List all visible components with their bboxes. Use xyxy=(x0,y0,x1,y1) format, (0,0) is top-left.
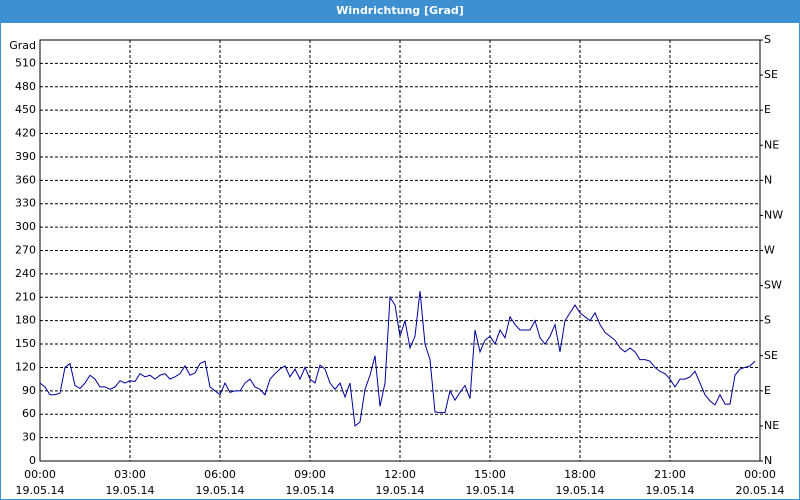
x-tick-label-line: 20.05.14 xyxy=(736,484,785,497)
y-tick-label: 90 xyxy=(22,384,36,397)
data-line xyxy=(39,290,756,427)
y-tick-label: 210 xyxy=(15,290,36,303)
x-tick-label: 00:00 20.05.14 xyxy=(736,468,785,497)
y2-tick-label: W xyxy=(764,244,775,257)
x-tick-label-line: 00:00 xyxy=(24,468,56,481)
y-tick-label: 360 xyxy=(15,173,36,186)
y-tick-label: 420 xyxy=(15,127,36,140)
plot-border xyxy=(39,39,761,462)
x-tick-label-line: 19.05.14 xyxy=(556,484,605,497)
x-tick-label-line: 03:00 xyxy=(114,468,146,481)
y-tick-label: 330 xyxy=(15,197,36,210)
y-tick-label: 150 xyxy=(15,337,36,350)
y2-tick-label: SE xyxy=(764,349,778,362)
x-tick-label-line: 21:00 xyxy=(654,468,686,481)
x-tick-label: 00:00 19.05.14 xyxy=(16,468,65,497)
x-tick-label: 21:00 19.05.14 xyxy=(646,468,695,497)
y-tick-label: 0 xyxy=(29,454,36,467)
x-tick-label-line: 00:00 xyxy=(744,468,776,481)
x-tick-label: 15:00 19.05.14 xyxy=(466,468,515,497)
x-tick-label-line: 12:00 xyxy=(384,468,416,481)
y-tick-label: 180 xyxy=(15,314,36,327)
y2-tick-label: SE xyxy=(764,68,778,81)
y-tick-label: 270 xyxy=(15,244,36,257)
y2-tick-label: S xyxy=(764,33,771,46)
y2-tick-label: E xyxy=(764,103,771,116)
y-tick-label: 510 xyxy=(15,56,36,69)
x-tick-label-line: 19.05.14 xyxy=(286,484,335,497)
y-tick-label: 120 xyxy=(15,360,36,373)
x-tick-label-line: 19.05.14 xyxy=(106,484,155,497)
x-tick-label-line: 19.05.14 xyxy=(16,484,65,497)
x-tick-label: 09:00 19.05.14 xyxy=(286,468,335,497)
y-tick-label: 60 xyxy=(22,407,36,420)
x-tick-label: 18:00 19.05.14 xyxy=(556,468,605,497)
title-bar xyxy=(0,0,800,22)
y2-tick-label: E xyxy=(764,384,771,397)
x-tick-label: 06:00 19.05.14 xyxy=(196,468,245,497)
x-tick-label: 03:00 19.05.14 xyxy=(106,468,155,497)
y-axis-title: Grad xyxy=(9,39,36,52)
y2-tick-label: N xyxy=(764,454,772,467)
y-tick-label: 240 xyxy=(15,267,36,280)
x-tick-label-line: 19.05.14 xyxy=(196,484,245,497)
x-tick-label-line: 19.05.14 xyxy=(376,484,425,497)
x-tick-label-line: 15:00 xyxy=(474,468,506,481)
y2-tick-label: S xyxy=(764,314,771,327)
y-tick-label: 450 xyxy=(15,103,36,116)
y2-tick-label: NE xyxy=(764,138,779,151)
y2-tick-label: SW xyxy=(764,279,782,292)
x-tick-label: 12:00 19.05.14 xyxy=(376,468,425,497)
x-tick-label-line: 19.05.14 xyxy=(646,484,695,497)
x-tick-label-line: 19.05.14 xyxy=(466,484,515,497)
y-tick-label: 390 xyxy=(15,150,36,163)
x-tick-label-line: 18:00 xyxy=(564,468,596,481)
x-tick-label-line: 09:00 xyxy=(294,468,326,481)
y2-tick-label: NW xyxy=(764,208,783,221)
x-tick-label-line: 06:00 xyxy=(204,468,236,481)
y-tick-label: 480 xyxy=(15,80,36,93)
chart-title: Windrichtung [Grad] xyxy=(336,4,464,17)
y-tick-label: 300 xyxy=(15,220,36,233)
y-tick-label: 30 xyxy=(22,431,36,444)
y2-tick-label: NE xyxy=(764,419,779,432)
y2-tick-label: N xyxy=(764,173,772,186)
